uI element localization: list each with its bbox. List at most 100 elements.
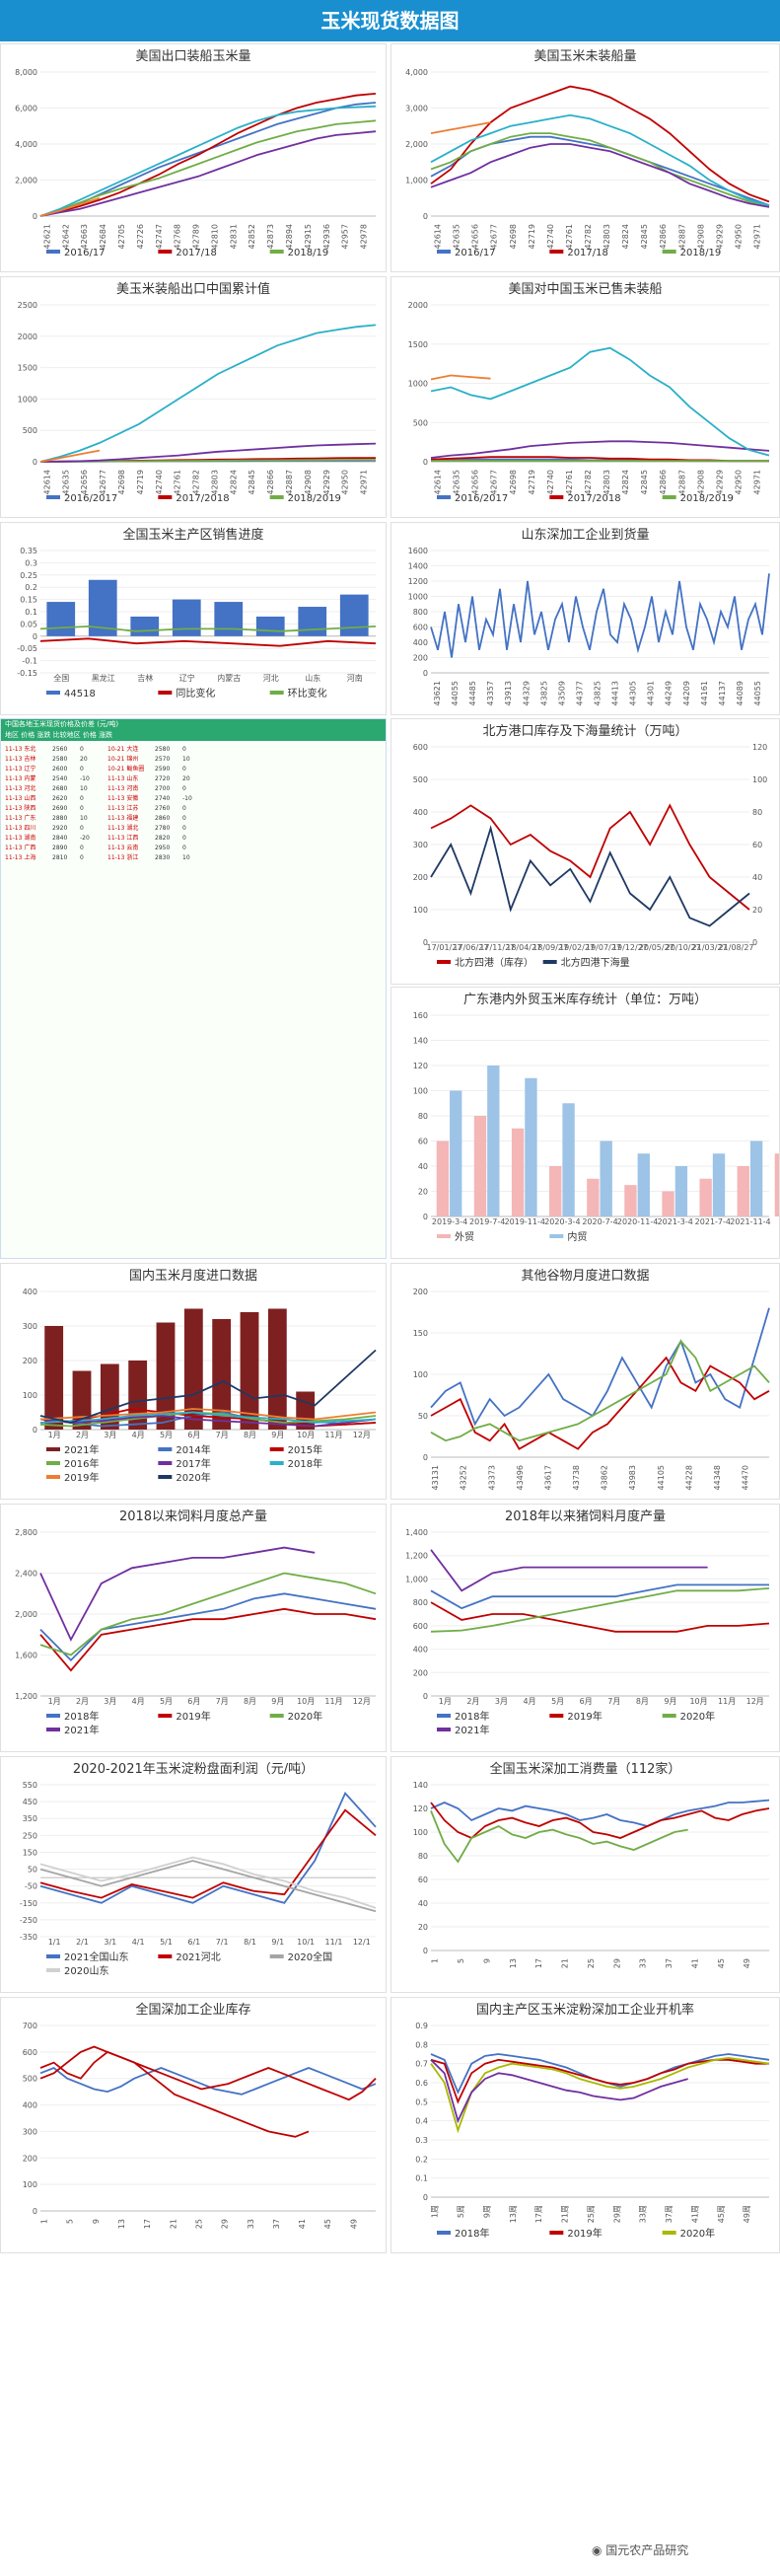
y-tick-label: 120	[413, 1804, 428, 1813]
legend-label: 2016/17	[64, 248, 106, 258]
x-tick-label: 12/1	[353, 1938, 371, 1947]
x-tick-label: 12月	[746, 1697, 764, 1706]
y-tick-label: 60	[418, 1876, 428, 1884]
x-tick-label: 42684	[99, 224, 107, 249]
y-tick-label: -0.05	[17, 644, 37, 653]
legend-label: 2021全国山东	[64, 1950, 128, 1963]
bar	[156, 1322, 176, 1430]
x-tick-label: 43913	[504, 681, 513, 705]
y-tick-label: 800	[413, 1598, 428, 1607]
series-line	[430, 85, 770, 203]
x-tick-label: 3月	[495, 1697, 508, 1706]
y-tick-label: -0.1	[22, 657, 37, 666]
legend-swatch	[549, 1234, 564, 1238]
x-tick-label: 42845	[640, 224, 649, 249]
x-tick-label: 2020-11-4	[617, 1217, 658, 1226]
x-tick-label: 42663	[80, 224, 89, 249]
legend-label: 2018/19	[288, 248, 329, 258]
y-tick-label: 140	[413, 1037, 428, 1046]
y-tick-label: 600	[413, 1622, 428, 1631]
y-tick-label: 40	[418, 1162, 428, 1171]
y-tick-label: 2,000	[15, 1610, 37, 1619]
legend-label: 2021河北	[176, 1951, 220, 1963]
x-tick-label: 7月	[216, 1431, 229, 1439]
y-tick-label: 6,000	[15, 105, 37, 113]
table-cell: 2700	[155, 785, 171, 792]
x-tick-label: 8月	[244, 1431, 256, 1439]
x-tick-label: 6月	[187, 1431, 200, 1439]
table-cell: 11-13 四川	[5, 825, 36, 832]
chart-title: 美玉米装船出口中国累计值	[116, 281, 270, 297]
table-row: 11-13 河北 2680 10 11-13 河南 2700 0	[5, 784, 210, 793]
table-cell: 0	[80, 766, 84, 773]
x-tick-label: 5/1	[160, 1938, 173, 1947]
y-tick-label: 140	[413, 1781, 428, 1790]
chart-title: 北方港口库存及下海量统计（万吨）	[482, 723, 687, 739]
x-tick-label: 4月	[523, 1697, 535, 1706]
table-cell: 2570	[155, 756, 171, 763]
table-cell: 2590	[155, 766, 171, 773]
x-tick-label: 6/1	[187, 1938, 200, 1947]
table-cell: -10	[80, 775, 90, 782]
y-tick-label: 1,400	[405, 1528, 428, 1537]
y-tick-label: 0.3	[25, 558, 37, 567]
legend-swatch	[46, 1728, 60, 1731]
chart-shandong-arrivals: 山东深加工企业到货量 0 200 400 600 800 1000 1200 1400 1600 4…	[390, 522, 780, 715]
legend-swatch	[549, 495, 564, 499]
legend-swatch	[269, 495, 284, 499]
chart-us-export-shipments: 美国出口装船玉米量 0 2,000 4,000 6,000 8,000 42621 42642…	[0, 43, 387, 272]
bar	[339, 594, 369, 636]
x-tick-label: 42887	[677, 470, 686, 494]
legend-label: 2020全国	[288, 1950, 332, 1963]
table-cell: 2540	[52, 775, 68, 782]
y-tick-label: 0.8	[415, 2040, 428, 2049]
x-tick-label: 8月	[636, 1697, 649, 1706]
y-tick-label: 8,000	[15, 68, 37, 77]
table-cell: 2890	[52, 845, 68, 851]
x-tick-label: 4月	[132, 1431, 145, 1439]
legend-swatch	[662, 1714, 676, 1718]
y-tick-label: 200	[413, 1288, 428, 1296]
x-tick-label: 42887	[677, 224, 686, 249]
legend-label: 2016/17	[455, 248, 496, 258]
x-tick-label: 42971	[752, 470, 761, 494]
x-tick-label: 1月	[439, 1697, 452, 1706]
x-tick-label: 42845	[640, 470, 649, 494]
x-tick-label: 18/09/27	[532, 943, 568, 952]
y-tick-label: 0.6	[415, 2079, 428, 2088]
legend-label: 44518	[64, 689, 96, 699]
x-tick-label: 44137	[718, 681, 727, 705]
x-tick-label: 17	[534, 1958, 543, 1968]
x-tick-label: 44485	[468, 681, 477, 705]
table-cell: 11-13 上海	[5, 854, 36, 861]
table-cell: 11-13 江西	[107, 835, 139, 842]
legend-label: 2021年	[64, 1724, 99, 1736]
table-cell: 0	[80, 854, 84, 861]
x-tick-label: 42761	[565, 470, 574, 494]
chart-title: 国内玉米月度进口数据	[129, 1268, 257, 1284]
table-row: 11-13 广西 2890 0 11-13 云南 2950 0	[5, 844, 210, 852]
x-tick-label: 42845	[248, 470, 256, 494]
x-tick-label: 17/06/27	[453, 943, 488, 952]
x-tick-label: 5月	[160, 1431, 173, 1439]
x-tick-label: 4/1	[132, 1938, 145, 1947]
legend-label: 2015年	[288, 1443, 322, 1456]
legend-swatch	[269, 691, 284, 695]
table-cell: 0	[182, 815, 186, 822]
x-tick-label: 42635	[453, 224, 461, 249]
x-tick-label: 42866	[659, 470, 668, 494]
legend-swatch	[46, 1447, 60, 1451]
y-tick-label: 1200	[408, 577, 428, 586]
x-tick-label: 43131	[431, 1465, 440, 1490]
y-tick-label: 700	[23, 2022, 37, 2030]
x-tick-label: 2019-3-4	[432, 1217, 467, 1226]
series-line	[39, 105, 377, 217]
legend-label: 2017年	[176, 1457, 210, 1470]
legend-swatch	[269, 1714, 284, 1718]
x-tick-label: 42719	[136, 470, 145, 494]
y-tick-label: 40	[418, 1899, 428, 1908]
chart-title: 其他谷物月度进口数据	[521, 1268, 649, 1284]
y-tick-label: 2000	[18, 332, 37, 341]
table-cell: 0	[182, 746, 186, 753]
legend-swatch	[437, 1728, 451, 1731]
